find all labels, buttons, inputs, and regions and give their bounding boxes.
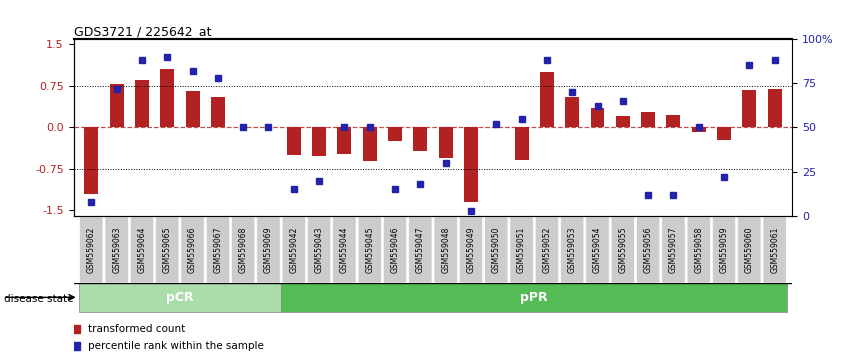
FancyBboxPatch shape — [535, 216, 559, 283]
Bar — [717, 127, 731, 139]
FancyBboxPatch shape — [560, 216, 584, 283]
FancyBboxPatch shape — [79, 283, 281, 312]
Text: GSM559049: GSM559049 — [467, 226, 475, 273]
Text: GSM559047: GSM559047 — [416, 226, 425, 273]
Bar — [591, 108, 604, 127]
FancyBboxPatch shape — [358, 216, 381, 283]
FancyBboxPatch shape — [687, 216, 710, 283]
FancyBboxPatch shape — [637, 216, 660, 283]
Bar — [160, 69, 174, 127]
Bar — [312, 127, 326, 156]
Text: GSM559046: GSM559046 — [391, 226, 399, 273]
Text: GSM559065: GSM559065 — [163, 226, 171, 273]
Bar — [742, 90, 756, 127]
FancyBboxPatch shape — [333, 216, 356, 283]
Bar — [185, 91, 199, 127]
Bar — [768, 89, 782, 127]
FancyBboxPatch shape — [307, 216, 331, 283]
Text: GSM559068: GSM559068 — [239, 226, 248, 273]
Text: GSM559048: GSM559048 — [441, 226, 450, 273]
Bar — [565, 97, 579, 127]
Bar — [413, 127, 427, 151]
Text: pCR: pCR — [166, 291, 194, 304]
FancyBboxPatch shape — [611, 216, 635, 283]
Text: GSM559045: GSM559045 — [365, 226, 374, 273]
FancyBboxPatch shape — [384, 216, 407, 283]
FancyBboxPatch shape — [713, 216, 736, 283]
Text: GSM559061: GSM559061 — [770, 226, 779, 273]
FancyBboxPatch shape — [231, 216, 255, 283]
FancyBboxPatch shape — [181, 216, 204, 283]
Text: GSM559058: GSM559058 — [695, 226, 703, 273]
FancyBboxPatch shape — [130, 216, 153, 283]
Bar — [641, 112, 655, 127]
FancyBboxPatch shape — [738, 216, 761, 283]
FancyBboxPatch shape — [409, 216, 432, 283]
Bar — [540, 72, 554, 127]
FancyBboxPatch shape — [206, 216, 229, 283]
Text: pPR: pPR — [520, 291, 548, 304]
Bar — [388, 127, 402, 141]
Text: GSM559050: GSM559050 — [492, 226, 501, 273]
Bar — [84, 127, 98, 194]
Text: GSM559054: GSM559054 — [593, 226, 602, 273]
FancyBboxPatch shape — [459, 216, 482, 283]
Bar — [287, 127, 301, 155]
FancyBboxPatch shape — [105, 216, 128, 283]
Text: GDS3721 / 225642_at: GDS3721 / 225642_at — [74, 25, 211, 38]
Text: GSM559052: GSM559052 — [542, 226, 552, 273]
FancyBboxPatch shape — [156, 216, 179, 283]
Bar — [135, 80, 149, 127]
Bar — [514, 127, 528, 160]
Bar — [211, 97, 225, 127]
Text: transformed count: transformed count — [88, 324, 185, 334]
Text: percentile rank within the sample: percentile rank within the sample — [88, 341, 264, 350]
Text: GSM559064: GSM559064 — [138, 226, 146, 273]
FancyBboxPatch shape — [434, 216, 457, 283]
Bar — [667, 115, 681, 127]
Bar — [692, 127, 706, 132]
Text: GSM559043: GSM559043 — [314, 226, 324, 273]
Text: GSM559042: GSM559042 — [289, 226, 298, 273]
Text: GSM559067: GSM559067 — [213, 226, 223, 273]
Bar — [363, 127, 377, 161]
Text: GSM559069: GSM559069 — [264, 226, 273, 273]
FancyBboxPatch shape — [662, 216, 685, 283]
FancyBboxPatch shape — [282, 216, 306, 283]
FancyBboxPatch shape — [510, 216, 533, 283]
Text: GSM559056: GSM559056 — [643, 226, 653, 273]
Text: GSM559055: GSM559055 — [618, 226, 627, 273]
FancyBboxPatch shape — [257, 216, 280, 283]
Text: disease state: disease state — [4, 294, 74, 304]
FancyBboxPatch shape — [281, 283, 787, 312]
Text: GSM559057: GSM559057 — [669, 226, 678, 273]
Bar — [439, 127, 453, 158]
Text: GSM559051: GSM559051 — [517, 226, 526, 273]
Text: GSM559062: GSM559062 — [87, 226, 96, 273]
Bar — [110, 84, 124, 127]
Text: GSM559053: GSM559053 — [568, 226, 577, 273]
Text: GSM559060: GSM559060 — [745, 226, 754, 273]
Text: GSM559063: GSM559063 — [112, 226, 121, 273]
Bar — [616, 116, 630, 127]
FancyBboxPatch shape — [586, 216, 609, 283]
FancyBboxPatch shape — [485, 216, 508, 283]
FancyBboxPatch shape — [80, 216, 103, 283]
Bar — [464, 127, 478, 202]
Text: GSM559066: GSM559066 — [188, 226, 197, 273]
FancyBboxPatch shape — [763, 216, 786, 283]
Bar — [338, 127, 352, 154]
Text: GSM559059: GSM559059 — [720, 226, 728, 273]
Text: GSM559044: GSM559044 — [340, 226, 349, 273]
